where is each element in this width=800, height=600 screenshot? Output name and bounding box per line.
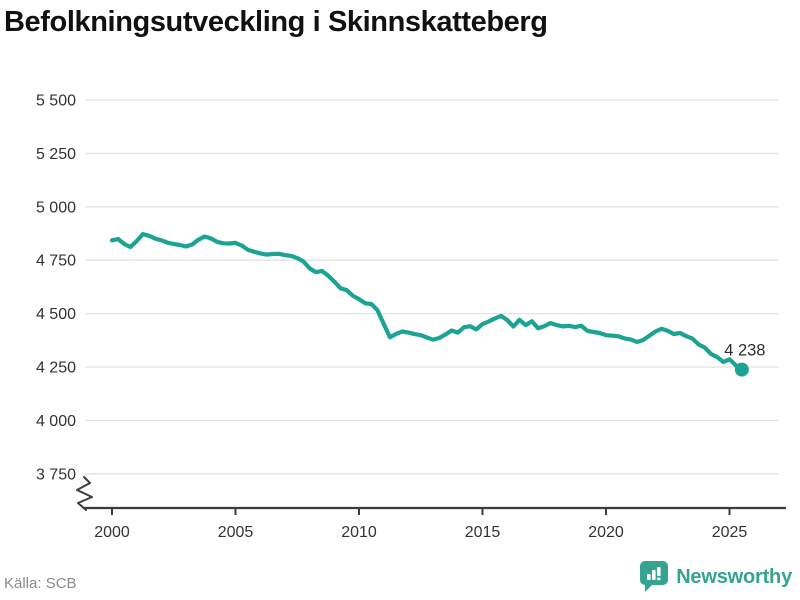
y-tick-label: 5 000 [36, 199, 76, 216]
exclamation-bar [657, 567, 661, 576]
newsworthy-wordmark: Newsworthy [676, 565, 792, 588]
x-tick-label: 2020 [588, 524, 624, 541]
x-tick-label: 2005 [218, 524, 254, 541]
y-tick-label: 3 750 [36, 466, 76, 483]
y-tick-label: 4 750 [36, 253, 76, 270]
bar-tall [652, 570, 656, 580]
y-tick-label: 4 500 [36, 306, 76, 323]
y-tick-label: 4 250 [36, 360, 76, 377]
chart-title: Befolkningsutveckling i Skinnskatteberg [4, 6, 548, 38]
x-tick-label: 2015 [465, 524, 501, 541]
axis-break-icon [76, 476, 93, 511]
source-label: Källa: SCB [4, 575, 77, 592]
newsworthy-icon [640, 561, 669, 592]
x-tick-label: 2025 [712, 524, 748, 541]
population-line-chart: 3 750 4 000 4 250 4 500 4 750 5 000 5 250 5 500… [36, 93, 786, 541]
population-series-line [109, 232, 744, 372]
newsworthy-logo: Newsworthy [640, 561, 792, 593]
x-tick-label: 2000 [94, 524, 130, 541]
bar-small [647, 574, 651, 580]
last-value-label: 4 238 [724, 342, 765, 360]
exclamation-dot [657, 577, 661, 581]
y-tick-label: 5 250 [36, 146, 76, 163]
last-point-dot [734, 362, 749, 377]
y-tick-label: 4 000 [36, 413, 76, 430]
y-tick-label: 5 500 [36, 93, 76, 110]
x-tick-label: 2010 [341, 524, 377, 541]
